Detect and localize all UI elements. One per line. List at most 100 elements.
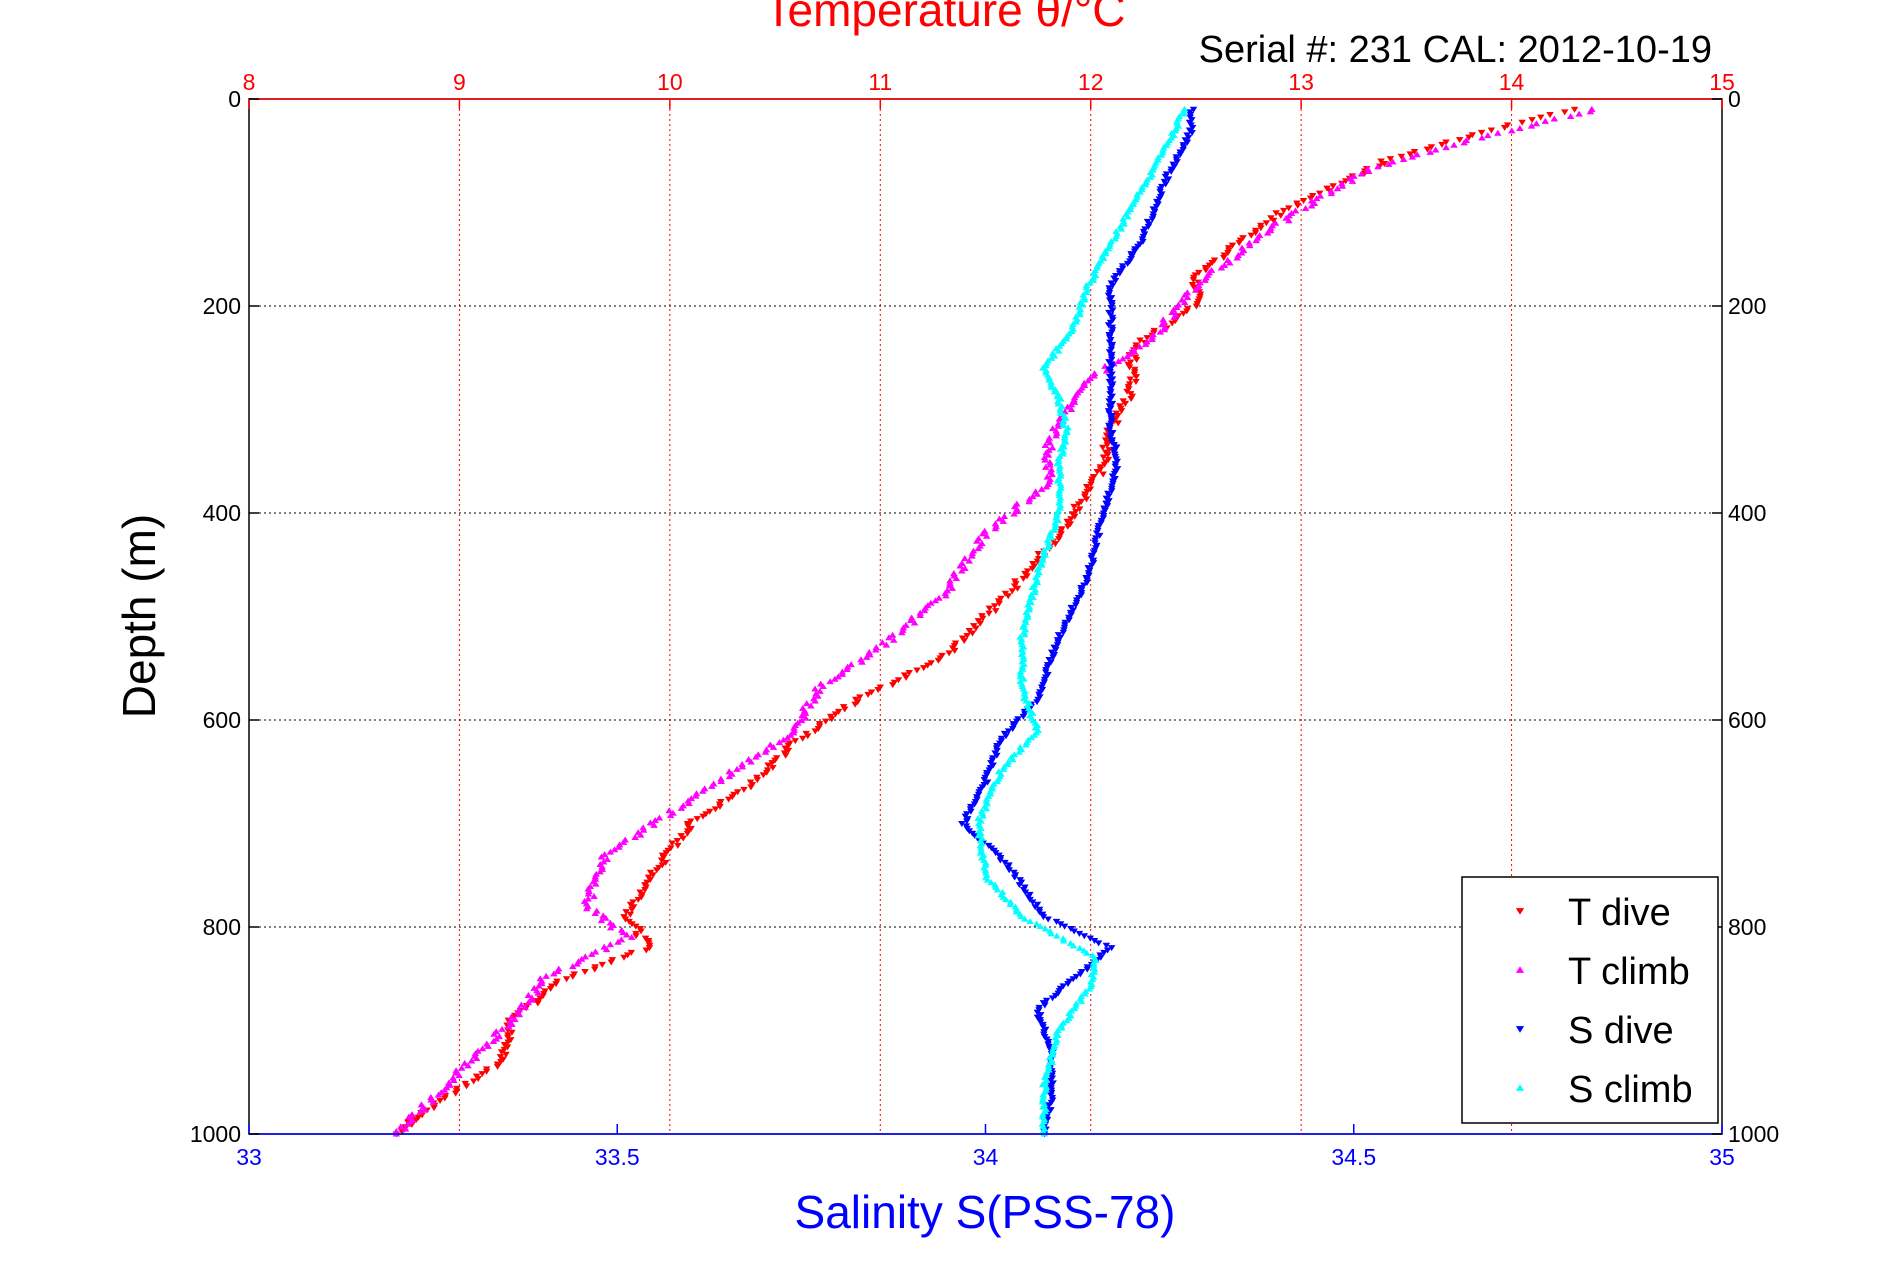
data-point [1438, 141, 1446, 148]
data-point [1310, 200, 1319, 207]
data-point [759, 772, 768, 779]
data-point [811, 685, 819, 692]
data-point [521, 1003, 529, 1010]
data-point [1550, 115, 1559, 122]
data-point [907, 616, 915, 623]
data-point [1046, 439, 1054, 446]
data-point [1315, 190, 1324, 197]
data-point [446, 1081, 454, 1088]
data-point [673, 838, 682, 844]
data-point [1082, 289, 1091, 296]
data-point [882, 641, 891, 648]
data-point [1049, 1051, 1057, 1058]
data-point [956, 562, 964, 569]
data-point [1053, 932, 1061, 939]
data-point [1126, 350, 1134, 357]
data-point [591, 948, 600, 955]
data-point [786, 731, 795, 738]
data-point [1028, 584, 1037, 591]
data-point [1484, 132, 1492, 139]
data-point [1004, 593, 1012, 600]
data-point [668, 840, 676, 847]
data-point [1293, 202, 1302, 209]
data-point [1025, 606, 1034, 613]
y-tick-label-left: 0 [228, 86, 241, 112]
data-point [665, 807, 673, 814]
data-point [1126, 376, 1134, 383]
data-point [1021, 915, 1029, 922]
data-point [999, 765, 1008, 772]
data-point [591, 910, 599, 917]
data-point [1148, 336, 1156, 343]
y-tick-label-right: 400 [1728, 500, 1766, 526]
data-point [1041, 925, 1050, 932]
data-point [1247, 232, 1255, 239]
data-point [1561, 109, 1569, 116]
data-point [1072, 318, 1080, 325]
data-point [636, 831, 645, 838]
data-point [1099, 444, 1107, 451]
data-point [584, 895, 592, 902]
data-point [1064, 523, 1072, 530]
data-point [1047, 930, 1055, 937]
data-point [528, 996, 536, 1003]
data-point [1030, 731, 1039, 738]
data-point [416, 1108, 424, 1115]
data-point [599, 858, 608, 865]
data-point [1179, 110, 1188, 117]
data-point [1050, 352, 1059, 359]
data-point [598, 961, 607, 968]
data-point [683, 830, 692, 837]
data-point [1527, 122, 1536, 129]
data-point [1084, 377, 1092, 384]
data-point [1006, 901, 1015, 908]
data-point [985, 610, 993, 617]
data-point [717, 778, 725, 785]
data-point [822, 718, 830, 725]
data-point [610, 846, 619, 853]
data-point [1348, 177, 1357, 184]
data-point [674, 842, 682, 849]
data-point [851, 701, 859, 708]
data-point [1114, 357, 1123, 364]
data-point [1010, 874, 1019, 881]
data-point [950, 647, 959, 654]
data-point [993, 886, 1002, 893]
data-point [1048, 425, 1057, 432]
data-point [1306, 195, 1315, 202]
data-point [1301, 204, 1310, 211]
data-point [1156, 328, 1165, 335]
data-point [1041, 456, 1049, 463]
data-point [838, 670, 847, 677]
data-point [1536, 114, 1545, 121]
data-point [1121, 400, 1130, 407]
data-point [1055, 342, 1064, 349]
data-point [814, 692, 822, 699]
y-tick-label-right: 800 [1728, 914, 1766, 940]
data-point [699, 813, 707, 820]
data-point [1123, 353, 1132, 360]
data-point [979, 812, 987, 819]
top-tick-label: 12 [1078, 69, 1104, 95]
data-point [858, 658, 866, 665]
data-point [783, 734, 792, 741]
data-point [677, 804, 686, 811]
data-point [1090, 372, 1098, 379]
data-point [1037, 485, 1046, 492]
data-point [524, 999, 533, 1006]
data-point [916, 612, 924, 619]
data-point [627, 933, 636, 940]
data-point [1002, 896, 1010, 903]
data-point [1036, 922, 1044, 929]
y-tick-label-right: 200 [1728, 293, 1766, 319]
data-point [999, 517, 1007, 524]
data-point [602, 946, 611, 953]
data-point [1141, 340, 1150, 347]
data-point [976, 849, 985, 856]
data-point [1044, 544, 1052, 551]
data-point [699, 787, 707, 794]
data-point [679, 835, 687, 842]
data-point [1570, 106, 1579, 113]
data-point [692, 792, 700, 799]
data-point [606, 848, 615, 855]
